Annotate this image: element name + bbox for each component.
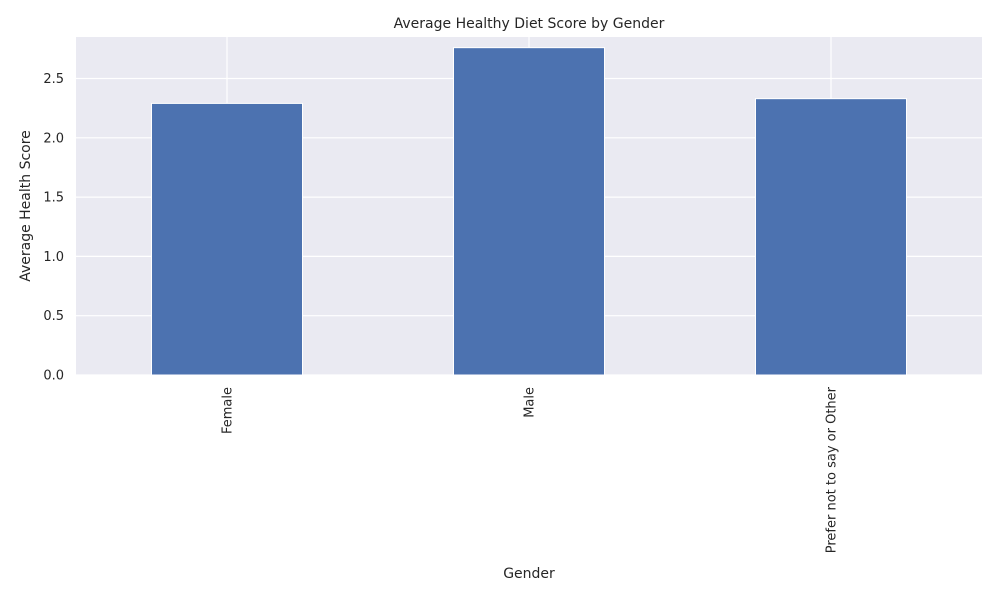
x-tick-labels: Female Male Prefer not to say or Other (221, 386, 840, 553)
y-tick-label: 1.5 (43, 191, 64, 206)
x-tick-label: Prefer not to say or Other (825, 386, 840, 553)
bar-female (151, 102, 303, 376)
y-axis-label: Average Health Score (18, 130, 34, 282)
chart-title: Average Healthy Diet Score by Gender (394, 16, 665, 32)
bars (151, 47, 907, 376)
y-tick-labels: 0.0 0.5 1.0 1.5 2.0 2.5 (43, 72, 64, 383)
y-tick-label: 2.5 (43, 72, 64, 87)
x-tick-label: Male (523, 387, 538, 418)
y-tick-label: 1.0 (43, 250, 64, 265)
bar-prefer-not-to-say-or-other (755, 98, 907, 376)
x-axis-label: Gender (503, 566, 555, 582)
y-tick-label: 0.5 (43, 309, 64, 324)
bar-male (453, 47, 605, 376)
x-tick-label: Female (221, 387, 236, 434)
y-tick-label: 2.0 (43, 131, 64, 146)
y-tick-label: 0.0 (43, 369, 64, 384)
